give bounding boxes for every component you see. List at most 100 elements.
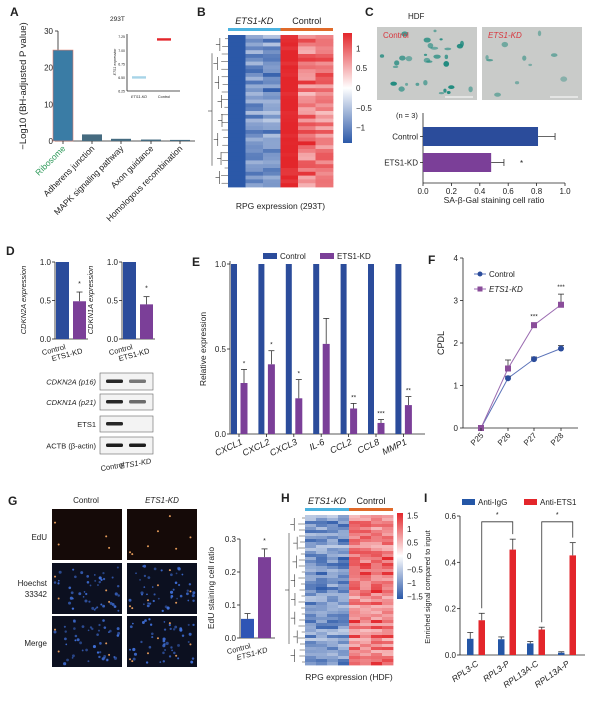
nucleus [100,603,103,606]
heatmap-cell [263,164,281,169]
heatmap-cell [263,160,281,165]
heatmap-cell [327,605,339,609]
bar-anti-ets1 [509,549,516,655]
nucleus [192,623,195,627]
heatmap-cell [228,38,246,43]
heatmap-cell [349,524,361,528]
nucleus [113,656,116,659]
nucleus [140,591,144,595]
blot-band [106,422,123,426]
heatmap-cell [349,551,361,555]
heatmap-cell [349,560,361,564]
nucleus [172,628,176,631]
nucleus [166,606,170,610]
heatmap-cell [360,653,372,657]
group-label-control: Control [356,496,385,506]
heatmap-cell [327,653,339,657]
nucleus [169,627,172,631]
heatmap-cell [298,145,316,150]
heatmap-cell [349,554,361,558]
data-point-control [558,345,564,352]
heatmap-cell [316,524,328,528]
heatmap-cell [382,569,394,573]
heatmap-cell [315,50,334,55]
nucleus [84,599,88,603]
heatmap-cell [315,149,334,154]
blot-lane-label: ETS1-KD [119,456,152,470]
heatmap-cell [280,141,299,146]
heatmap-cell [245,84,264,89]
heatmap-cell [315,92,334,97]
heatmap-cell [245,103,264,108]
heatmap-cell [305,575,317,579]
nucleus [106,659,109,661]
heatmap-cell [338,599,350,603]
heatmap-cell [327,584,339,588]
stained-cell [444,54,449,60]
heatmap-cell [349,638,361,642]
heatmap-cell [316,584,328,588]
stained-cell [405,82,409,86]
heatmap-cell [382,530,394,534]
nucleus [96,633,99,637]
stained-cell [550,53,558,57]
y-tick-label: 0.2 [445,605,457,614]
colorbar-tick: −1 [407,579,417,588]
heatmap-cell [316,539,328,543]
heatmap-cell [263,126,281,131]
heatmap-cell [316,581,328,585]
nucleus [146,604,150,608]
nucleus [177,657,180,660]
heatmap-cell [315,152,334,157]
heatmap-cell [263,103,281,108]
heatmap-cell [316,623,328,627]
heatmap-cell [382,578,394,582]
nucleus [163,628,167,631]
nucleus [113,605,117,608]
bar-control [423,127,539,146]
stained-cell [444,47,452,51]
heatmap-cell [315,145,334,150]
heatmap-cell [280,92,299,97]
heatmap-cell [305,617,317,621]
nucleus [141,621,145,624]
heatmap-cell [338,638,350,642]
stained-cell [427,42,434,49]
heatmap-cell [316,641,328,645]
heatmap-cell [382,563,394,567]
heatmap-cell [360,578,372,582]
bar-kd [140,304,153,339]
heatmap-cell [315,88,334,93]
heatmap-cell [382,641,394,645]
nucleus [179,594,183,598]
heatmap-cell [280,50,299,55]
nucleus [162,651,165,655]
colorbar-tick: −1.5 [407,592,423,601]
heatmap-cell [316,617,328,621]
heatmap-cell [360,569,372,573]
bar-anti-ets1 [538,629,545,655]
bar-anti-ets1 [478,620,485,655]
heatmap-cell [327,608,339,612]
y-axis-label: CPDL [436,331,446,355]
heatmap-cell [245,122,264,127]
heatmap-cell [382,656,394,660]
heatmap-cell [371,632,383,636]
significance-star: * [263,538,266,545]
heatmap-cell [315,80,334,85]
heatmap-cell [360,638,372,642]
bar-kd [423,153,492,172]
heatmap-cell [371,611,383,615]
heatmap-cell [245,50,264,55]
edu-positive-cell [108,653,111,656]
heatmap-cell [338,527,350,531]
heatmap-cell [316,653,328,657]
heatmap-cell [349,587,361,591]
nucleus [129,648,131,651]
data-point-kd [531,322,537,329]
y-tick-label: 0 [49,137,54,146]
nucleus [161,609,164,613]
heatmap-cell [338,551,350,555]
nucleus [176,597,178,600]
heatmap-cell [280,84,299,89]
